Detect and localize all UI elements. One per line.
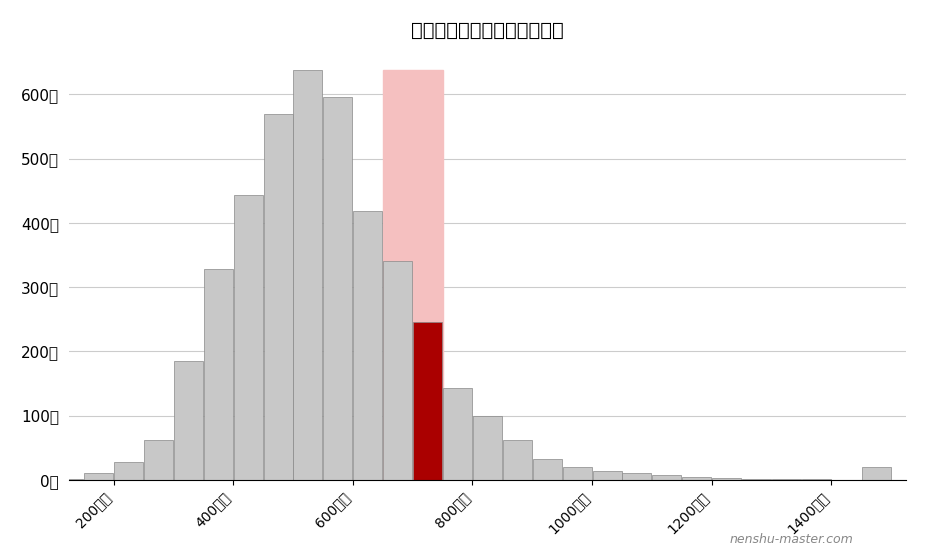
Bar xyxy=(533,458,562,480)
Bar xyxy=(743,478,771,480)
Title: 三菱化工機の年収ポジション: 三菱化工機の年収ポジション xyxy=(411,21,564,40)
Bar xyxy=(563,467,591,480)
Bar xyxy=(622,473,652,480)
Bar xyxy=(144,440,173,480)
Bar xyxy=(294,70,323,480)
Bar xyxy=(204,269,233,480)
Bar xyxy=(84,473,113,480)
Bar xyxy=(862,467,891,480)
Bar xyxy=(473,416,502,480)
Bar xyxy=(324,97,352,480)
Bar xyxy=(234,194,262,480)
Bar xyxy=(592,471,622,480)
Bar xyxy=(772,478,801,480)
Bar xyxy=(383,261,413,480)
Bar xyxy=(383,70,442,480)
Bar xyxy=(443,388,472,480)
Bar xyxy=(682,477,711,480)
Bar xyxy=(802,479,831,480)
Bar xyxy=(353,211,382,480)
Bar xyxy=(653,475,681,480)
Bar xyxy=(712,478,742,480)
Bar xyxy=(263,114,293,480)
Text: nenshu-master.com: nenshu-master.com xyxy=(730,533,853,546)
Bar xyxy=(413,323,442,480)
Bar xyxy=(114,462,143,480)
Bar xyxy=(502,440,532,480)
Bar xyxy=(174,361,203,480)
Bar xyxy=(54,478,83,480)
